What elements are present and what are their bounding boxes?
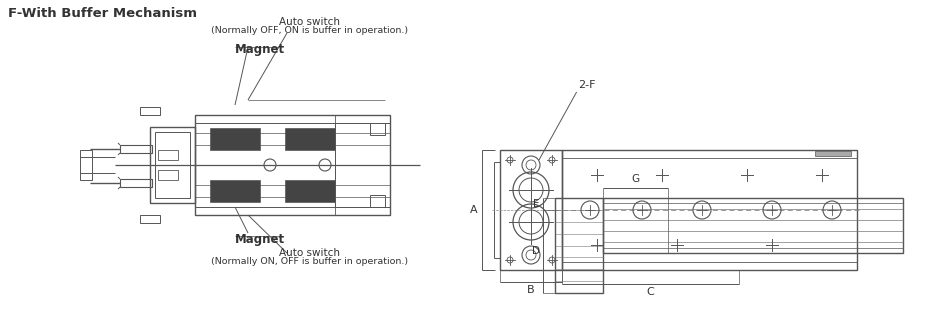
Bar (140, 215, 160, 223)
Text: C: C (647, 287, 654, 297)
Bar (562, 150, 857, 270)
Bar (158, 170, 178, 180)
Text: 2-F: 2-F (578, 80, 596, 90)
Bar (150, 127, 195, 203)
Text: A: A (470, 205, 478, 215)
Text: F-With Buffer Mechanism: F-With Buffer Mechanism (8, 7, 197, 20)
Text: B: B (527, 285, 535, 295)
Bar (603, 198, 903, 253)
Text: (Normally ON, OFF is buffer in operation.): (Normally ON, OFF is buffer in operation… (211, 257, 409, 266)
Bar (555, 198, 603, 293)
Bar (815, 151, 851, 156)
Bar (285, 128, 335, 150)
Bar (195, 115, 390, 215)
Text: G: G (631, 174, 640, 184)
Bar (285, 180, 335, 202)
Text: Auto switch: Auto switch (280, 248, 340, 258)
Bar (210, 180, 260, 202)
Text: Magnet: Magnet (235, 233, 285, 246)
Text: D: D (532, 247, 540, 256)
Bar (140, 107, 160, 115)
Bar (210, 128, 260, 150)
Bar (500, 150, 562, 270)
Bar (120, 145, 152, 153)
Text: (Normally OFF, ON is buffer in operation.): (Normally OFF, ON is buffer in operation… (211, 26, 409, 35)
Bar (335, 123, 390, 207)
Bar (370, 123, 385, 135)
Text: E: E (534, 199, 540, 209)
Text: Auto switch: Auto switch (280, 17, 340, 27)
Text: Magnet: Magnet (235, 43, 285, 56)
Bar (195, 115, 390, 123)
Bar (158, 150, 178, 160)
Bar (195, 207, 390, 215)
Bar (155, 132, 190, 198)
Bar (370, 195, 385, 207)
Bar (80, 150, 92, 180)
Bar (120, 179, 152, 187)
